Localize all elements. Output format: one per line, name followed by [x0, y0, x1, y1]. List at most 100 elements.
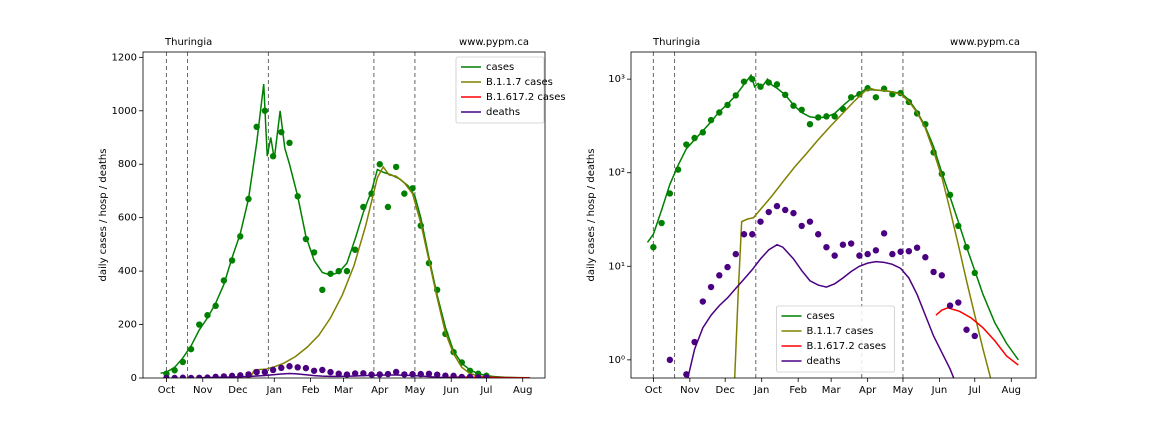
data-point: [773, 81, 781, 88]
data-point: [228, 372, 236, 378]
subplot: Oct Nov Dec Jan Feb Mar Apr May Jun Jul Aug 0 200 400…: [98, 37, 566, 396]
x-tick-label: May: [405, 385, 426, 396]
series-line: [935, 307, 1019, 366]
y-tick-label: 1000: [112, 106, 137, 117]
series-line: [733, 87, 992, 378]
data-point: [278, 128, 285, 136]
data-point: [458, 373, 465, 378]
data-point: [732, 92, 739, 99]
data-point: [187, 345, 195, 353]
data-point: [699, 298, 707, 305]
data-point: [335, 267, 342, 275]
data-point: [946, 302, 954, 309]
x-tick-label: Jul: [968, 385, 981, 396]
x-tick-label: Apr: [859, 385, 877, 396]
data-point: [327, 270, 334, 277]
data-point: [749, 231, 756, 238]
data-point: [856, 252, 863, 259]
y-axis-label: daily cases / hosp / deaths: [586, 149, 597, 282]
data-point: [683, 371, 690, 378]
data-point: [971, 269, 978, 277]
data-point: [278, 364, 285, 372]
axes-frame: [630, 51, 1037, 379]
data-point: [360, 370, 367, 377]
data-point: [864, 250, 871, 258]
data-point: [212, 302, 219, 310]
y-tick-label: 10⁰: [608, 355, 625, 366]
x-tick-label: Oct: [645, 385, 662, 396]
x-tick-label: Aug: [513, 385, 533, 396]
data-point: [310, 367, 318, 374]
y-tick-label: 200: [118, 320, 137, 331]
data-point: [294, 364, 301, 371]
data-point: [343, 267, 351, 275]
plot-area: [646, 73, 1019, 378]
data-point: [691, 338, 698, 346]
data-point: [847, 94, 855, 101]
data-point: [955, 299, 962, 306]
data-point: [392, 368, 400, 376]
data-point: [971, 332, 978, 340]
data-point: [245, 195, 252, 203]
data-point: [204, 312, 211, 319]
series-line: [687, 243, 955, 378]
x-tick-label: Jan: [753, 385, 769, 396]
y-tick-label: 10¹: [608, 261, 625, 272]
y-tick-label: 800: [118, 159, 137, 170]
data-point: [889, 250, 896, 258]
x-tick-label: Dec: [716, 385, 735, 396]
legend-label: B.1.1.7 cases: [807, 326, 874, 337]
data-point: [922, 254, 929, 261]
data-point: [707, 116, 715, 124]
x-tick-label: Jun: [442, 385, 459, 396]
data-point: [872, 247, 880, 254]
data-point: [474, 374, 482, 378]
data-point: [814, 114, 822, 121]
x-tick-label: Feb: [302, 385, 320, 396]
plot-area: [160, 83, 530, 378]
data-point: [782, 206, 789, 214]
data-point: [401, 190, 408, 197]
data-point: [740, 231, 748, 238]
data-point: [913, 244, 921, 251]
legend-label: deaths: [807, 356, 841, 367]
data-point: [823, 243, 830, 251]
data-point: [773, 202, 781, 210]
data-point: [401, 371, 408, 378]
data-point: [782, 91, 789, 99]
legend-label: deaths: [486, 107, 520, 118]
data-point: [798, 106, 805, 114]
data-point: [179, 358, 187, 366]
data-point: [212, 373, 219, 378]
x-tick-label: Feb: [789, 385, 807, 396]
legend: cases B.1.1.7 cases B.1.617.2 cases deaths: [455, 56, 566, 124]
data-point: [417, 370, 424, 378]
data-point: [466, 373, 474, 378]
data-point: [699, 129, 707, 136]
x-tick-label: Mar: [822, 385, 842, 396]
legend-box: [455, 56, 545, 124]
data-point: [724, 263, 731, 271]
y-tick-label: 10³: [608, 74, 625, 85]
y-tick-label: 0: [131, 373, 137, 384]
data-point: [220, 373, 228, 378]
data-point: [245, 371, 252, 378]
x-tick-label: Aug: [1002, 385, 1022, 396]
data-point: [196, 321, 203, 328]
y-axis-label: daily cases / hosp / deaths: [98, 149, 109, 282]
data-point: [650, 243, 657, 251]
y-tick-label: 400: [118, 266, 137, 277]
data-point: [261, 107, 269, 114]
data-point: [483, 374, 490, 378]
data-point: [814, 231, 822, 238]
data-point: [749, 75, 756, 83]
data-point: [351, 370, 359, 377]
data-point: [724, 101, 731, 109]
legend-label: B.1.1.7 cases: [486, 77, 553, 88]
data-point: [302, 364, 310, 372]
data-point: [294, 193, 301, 200]
y-tick-label: 600: [118, 213, 137, 224]
x-tick-label: Nov: [193, 385, 213, 396]
x-tick-label: Mar: [334, 385, 354, 396]
